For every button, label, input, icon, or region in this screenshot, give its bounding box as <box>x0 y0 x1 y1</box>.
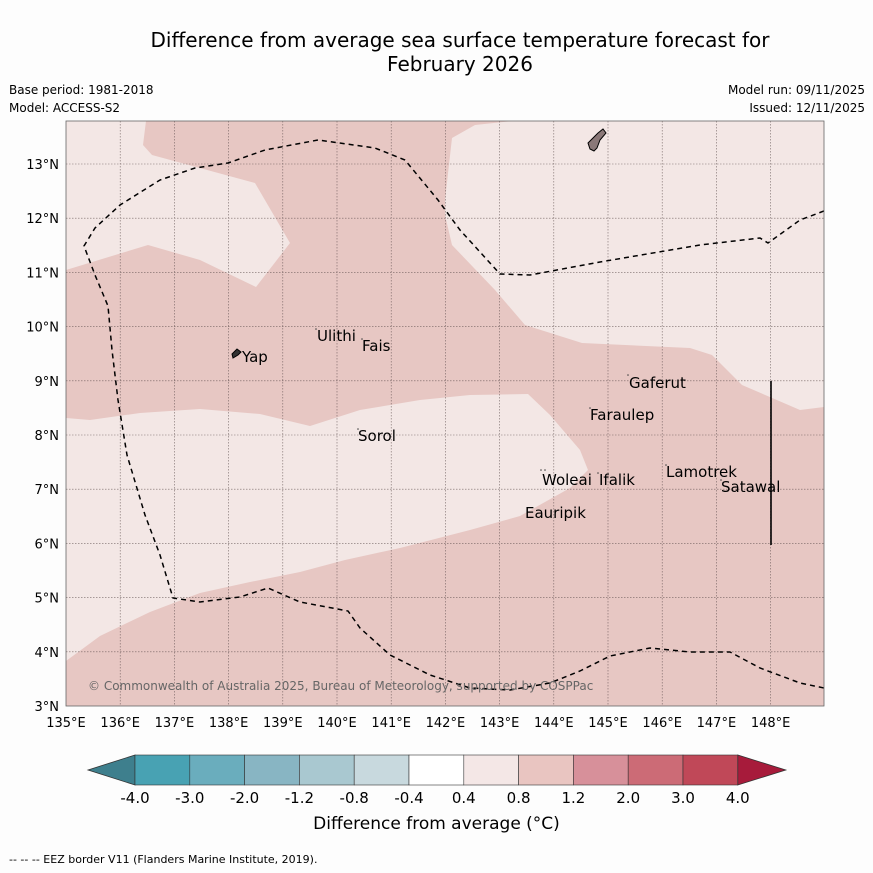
place-label-lamotrek: Lamotrek <box>666 463 737 481</box>
colorbar-swatch <box>573 754 629 786</box>
colorbar-title: Difference from average (°C) <box>313 814 560 834</box>
place-label-eauripik: Eauripik <box>525 504 586 522</box>
place-label-satawal: Satawal <box>721 478 780 496</box>
place-labels: Ulithi Fais Yap Gaferut Faraulep Sorol W… <box>241 327 780 522</box>
colorbar-tick-label: 3.0 <box>671 789 695 807</box>
lon-tick-label: 139°E <box>263 716 303 731</box>
yap-island <box>231 348 242 359</box>
colorbar-ticks: -4.0 -3.0 -2.0 -1.2 -0.8 -0.4 0.4 0.8 1.2 2.0 3.0 4… <box>120 789 749 807</box>
eez-border-line <box>83 139 824 691</box>
latitude-axis: 3°N 4°N 5°N 6°N 7°N 8°N 9°N 10°N 11°N 12°N 13°N <box>26 158 59 715</box>
colorbar-swatch <box>408 754 465 786</box>
colorbar-extend-low <box>86 754 136 786</box>
lon-tick-label: 140°E <box>317 716 357 731</box>
place-label-sorol: Sorol <box>358 427 396 445</box>
colorbar-tick-label: 2.0 <box>616 789 640 807</box>
colorbar-tick-label: -0.8 <box>340 789 369 807</box>
eez-legend: -- -- -- EEZ border V11 (Flanders Marine… <box>9 853 318 866</box>
issued-date: Issued: 12/11/2025 <box>749 101 865 115</box>
lon-tick-label: 145°E <box>588 716 628 731</box>
colorbar-swatch <box>189 754 245 786</box>
lat-tick-label: 3°N <box>35 700 60 715</box>
colorbar <box>86 754 788 786</box>
colorbar-tick-label: -3.0 <box>175 789 204 807</box>
place-label-ifalik: Ifalik <box>599 471 635 489</box>
colorbar-swatch <box>682 754 739 786</box>
place-label-yap: Yap <box>241 348 268 366</box>
atoll-markers <box>315 328 722 481</box>
colorbar-tick-label: -2.0 <box>230 789 259 807</box>
colorbar-swatch <box>353 754 410 786</box>
base-period: Base period: 1981-2018 <box>9 83 154 97</box>
lon-tick-label: 142°E <box>426 716 466 731</box>
place-label-fais: Fais <box>362 337 391 355</box>
colorbar-tick-label: -1.2 <box>285 789 314 807</box>
lon-tick-label: 148°E <box>751 716 791 731</box>
place-label-woleai: Woleai <box>542 471 592 489</box>
colorbar-tick-label: -4.0 <box>120 789 149 807</box>
anomaly-0.4-0.8-region-central <box>66 394 588 661</box>
meta-right: Model run: 09/11/2025 Issued: 12/11/2025 <box>728 81 865 117</box>
colorbar-swatch <box>463 754 519 786</box>
lat-tick-label: 6°N <box>35 537 60 552</box>
colorbar-swatch <box>627 754 684 786</box>
map-frame <box>65 120 825 707</box>
lon-tick-label: 136°E <box>100 716 140 731</box>
lon-tick-label: 144°E <box>534 716 574 731</box>
colorbar-swatch <box>299 754 355 786</box>
colorbar-tick-label: 0.8 <box>507 789 531 807</box>
place-label-faraulep: Faraulep <box>590 406 654 424</box>
lon-tick-label: 137°E <box>155 716 195 731</box>
colorbar-tick-label: 1.2 <box>561 789 585 807</box>
place-label-ulithi: Ulithi <box>317 327 356 345</box>
longitude-axis: 135°E 136°E 137°E 138°E 139°E 140°E 141°E 142°E… <box>46 716 790 731</box>
anomaly-0.4-0.8-region-ne <box>445 121 824 410</box>
title-line-1: Difference from average sea surface temp… <box>150 28 770 52</box>
model-run: Model run: 09/11/2025 <box>727 83 865 97</box>
lat-tick-label: 7°N <box>35 483 60 498</box>
lat-tick-label: 4°N <box>35 646 60 661</box>
lon-tick-label: 135°E <box>46 716 86 731</box>
lat-tick-label: 11°N <box>26 266 59 281</box>
model-name: Model: ACCESS-S2 <box>9 101 121 115</box>
lon-tick-label: 143°E <box>480 716 520 731</box>
lon-tick-label: 146°E <box>642 716 682 731</box>
colorbar-swatch <box>244 754 300 786</box>
title-line-2: February 2026 <box>387 52 533 76</box>
lat-tick-label: 12°N <box>26 212 59 227</box>
colorbar-tick-label: 0.4 <box>452 789 476 807</box>
colorbar-swatch <box>134 754 191 786</box>
copyright-text: © Commonwealth of Australia 2025, Bureau… <box>88 679 593 693</box>
guam-island <box>587 128 607 152</box>
map-plot-area: Ulithi Fais Yap Gaferut Faraulep Sorol W… <box>66 121 824 706</box>
lat-tick-label: 10°N <box>26 321 59 336</box>
anomaly-0.4-0.8-region-nw <box>66 121 290 287</box>
colorbar-swatch <box>518 754 574 786</box>
meta-left: Base period: 1981-2018 Model: ACCESS-S2 <box>9 81 154 117</box>
chart-title: Difference from average sea surface temp… <box>60 28 860 76</box>
colorbar-tick-label: -0.4 <box>394 789 423 807</box>
lat-tick-label: 9°N <box>35 375 60 390</box>
lat-tick-label: 8°N <box>35 429 60 444</box>
lat-tick-label: 13°N <box>26 158 59 173</box>
lat-tick-label: 5°N <box>35 592 60 607</box>
place-label-gaferut: Gaferut <box>629 374 686 392</box>
lon-tick-label: 138°E <box>209 716 249 731</box>
lon-tick-label: 141°E <box>371 716 411 731</box>
colorbar-extend-high <box>737 754 788 786</box>
gridlines <box>66 121 824 706</box>
colorbar-tick-label: 4.0 <box>726 789 750 807</box>
lon-tick-label: 147°E <box>697 716 737 731</box>
